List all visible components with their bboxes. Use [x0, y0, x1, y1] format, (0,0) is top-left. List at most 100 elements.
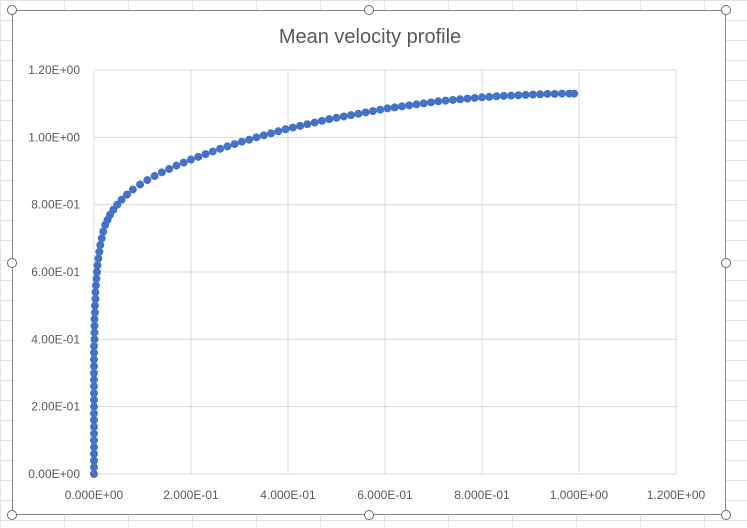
data-point[interactable] [383, 104, 392, 113]
data-point[interactable] [507, 91, 516, 100]
data-point[interactable] [90, 321, 99, 330]
data-point[interactable] [448, 95, 457, 104]
data-point[interactable] [90, 328, 99, 337]
data-point[interactable] [90, 443, 98, 452]
data-point[interactable] [558, 89, 567, 98]
data-point[interactable] [412, 100, 421, 109]
data-point[interactable] [90, 463, 98, 472]
data-point[interactable] [288, 123, 297, 132]
data-point[interactable] [90, 429, 98, 438]
resize-handle-top-center[interactable] [364, 5, 374, 15]
data-point[interactable] [117, 195, 126, 204]
data-point[interactable] [237, 137, 246, 146]
data-point[interactable] [143, 176, 152, 185]
data-point[interactable] [339, 112, 348, 121]
resize-handle-middle-left[interactable] [7, 258, 17, 268]
data-point[interactable] [136, 180, 145, 189]
data-point[interactable] [91, 288, 100, 297]
data-point[interactable] [90, 416, 98, 425]
data-point[interactable] [376, 105, 385, 114]
data-point[interactable] [90, 342, 98, 351]
data-point[interactable] [492, 92, 501, 101]
resize-handle-bottom-left[interactable] [7, 510, 17, 520]
data-point[interactable] [90, 449, 98, 458]
data-point[interactable] [303, 120, 312, 129]
data-point[interactable] [90, 315, 99, 324]
data-point[interactable] [543, 89, 552, 98]
resize-handle-top-left[interactable] [7, 5, 17, 15]
data-point[interactable] [368, 107, 377, 116]
data-point[interactable] [90, 335, 99, 344]
resize-handle-middle-right[interactable] [721, 258, 731, 268]
data-point[interactable] [91, 281, 100, 290]
data-point[interactable] [397, 102, 406, 111]
data-point[interactable] [514, 91, 523, 100]
data-point[interactable] [470, 93, 479, 102]
data-point[interactable] [90, 382, 98, 391]
data-point[interactable] [434, 97, 443, 106]
data-point[interactable] [91, 294, 100, 303]
data-point[interactable] [441, 96, 450, 105]
data-point[interactable] [90, 409, 98, 418]
data-point[interactable] [419, 99, 428, 108]
data-point[interactable] [99, 227, 108, 236]
data-point[interactable] [90, 348, 98, 357]
data-point[interactable] [90, 422, 98, 431]
data-point[interactable] [332, 113, 341, 122]
data-point[interactable] [405, 101, 414, 110]
data-point[interactable] [194, 152, 203, 161]
data-point[interactable] [201, 150, 210, 159]
data-point[interactable] [208, 147, 217, 156]
data-point[interactable] [296, 121, 305, 130]
data-point[interactable] [317, 116, 326, 125]
data-point[interactable] [128, 185, 137, 194]
data-point[interactable] [93, 261, 102, 270]
data-point[interactable] [90, 355, 98, 364]
data-point[interactable] [90, 456, 98, 465]
data-point[interactable] [259, 131, 268, 140]
data-point[interactable] [179, 158, 188, 167]
data-point[interactable] [92, 274, 101, 283]
data-point[interactable] [122, 190, 131, 199]
data-point[interactable] [165, 164, 174, 173]
data-point[interactable] [245, 135, 254, 144]
data-point[interactable] [94, 254, 103, 263]
data-point[interactable] [361, 108, 370, 117]
data-point[interactable] [90, 369, 98, 377]
data-point[interactable] [90, 470, 98, 478]
chart-frame[interactable]: Mean velocity profile 0.000E+00 2.000E-01… [12, 10, 726, 515]
data-point[interactable] [223, 142, 232, 151]
resize-handle-top-right[interactable] [721, 5, 731, 15]
data-point[interactable] [97, 234, 106, 243]
data-point[interactable] [230, 140, 239, 149]
data-point[interactable] [485, 92, 494, 101]
data-point[interactable] [90, 301, 99, 310]
data-point[interactable] [478, 93, 486, 102]
data-point[interactable] [90, 362, 98, 371]
data-point[interactable] [274, 127, 283, 136]
data-series[interactable] [90, 89, 579, 478]
data-point[interactable] [187, 155, 195, 164]
data-point[interactable] [310, 118, 319, 127]
data-point[interactable] [96, 241, 105, 250]
data-point[interactable] [390, 103, 399, 112]
resize-handle-bottom-right[interactable] [721, 510, 731, 520]
data-point[interactable] [90, 308, 99, 317]
data-point[interactable] [536, 90, 545, 99]
data-point[interactable] [157, 168, 166, 177]
data-point[interactable] [92, 268, 101, 276]
data-point[interactable] [550, 89, 559, 98]
data-point[interactable] [267, 129, 276, 138]
data-point[interactable] [499, 91, 508, 100]
data-point[interactable] [252, 133, 261, 142]
data-point[interactable] [281, 125, 290, 134]
data-point[interactable] [95, 247, 104, 256]
data-point[interactable] [570, 89, 579, 98]
data-point[interactable] [354, 109, 363, 118]
data-point[interactable] [427, 98, 436, 107]
data-point[interactable] [90, 395, 98, 404]
resize-handle-bottom-center[interactable] [364, 510, 374, 520]
data-point[interactable] [90, 375, 98, 384]
data-point[interactable] [456, 95, 465, 104]
data-point[interactable] [90, 389, 98, 398]
